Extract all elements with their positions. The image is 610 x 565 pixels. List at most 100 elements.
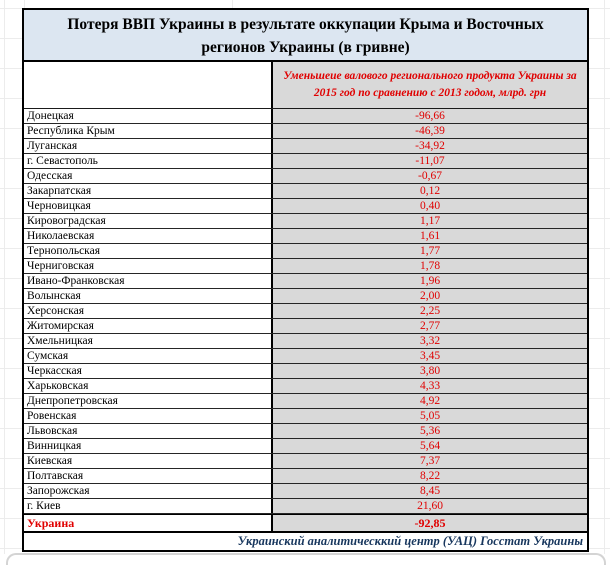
- table-title[interactable]: Потеря ВВП Украины в результате оккупаци…: [24, 10, 587, 62]
- value-cell[interactable]: 5,36: [273, 424, 587, 438]
- region-cell[interactable]: Донецкая: [24, 109, 273, 123]
- table-title-line1: Потеря ВВП Украины в результате оккупаци…: [67, 16, 544, 33]
- region-cell[interactable]: Запорожская: [24, 484, 273, 498]
- value-cell[interactable]: 0,12: [273, 184, 587, 198]
- value-column-header-cell[interactable]: Уменьшеие валового регионального продукт…: [273, 62, 587, 108]
- table-row: Житомирская 2,77: [24, 319, 587, 334]
- value-cell[interactable]: 4,92: [273, 394, 587, 408]
- table-row: Николаевская 1,61: [24, 229, 587, 244]
- gdp-loss-table: Потеря ВВП Украины в результате оккупаци…: [22, 8, 589, 552]
- region-cell[interactable]: Львовская: [24, 424, 273, 438]
- region-column-header-cell[interactable]: [24, 62, 273, 108]
- value-cell[interactable]: 1,17: [273, 214, 587, 228]
- table-row: Ровенская 5,05: [24, 409, 587, 424]
- table-row: Днепропетровская 4,92: [24, 394, 587, 409]
- region-cell[interactable]: Республика Крым: [24, 124, 273, 138]
- region-cell[interactable]: Луганская: [24, 139, 273, 153]
- region-cell[interactable]: Закарпатская: [24, 184, 273, 198]
- table-row: Республика Крым -46,39: [24, 124, 587, 139]
- region-cell[interactable]: Сумская: [24, 349, 273, 363]
- value-cell[interactable]: 4,33: [273, 379, 587, 393]
- value-cell[interactable]: 8,45: [273, 484, 587, 498]
- value-cell[interactable]: -34,92: [273, 139, 587, 153]
- total-value-cell[interactable]: -92,85: [273, 515, 587, 531]
- value-cell[interactable]: 1,77: [273, 244, 587, 258]
- region-cell[interactable]: Черкасская: [24, 364, 273, 378]
- region-cell[interactable]: Киевская: [24, 454, 273, 468]
- table-row: Полтавская 8,22: [24, 469, 587, 484]
- table-body: Донецкая -96,66 Республика Крым -46,39 Луган…: [24, 109, 587, 514]
- region-cell[interactable]: Харьковская: [24, 379, 273, 393]
- region-cell[interactable]: Одесская: [24, 169, 273, 183]
- sheet-column-gridline-top-a: [24, 0, 25, 8]
- region-cell[interactable]: Днепропетровская: [24, 394, 273, 408]
- sheet-column-gridline-left: [4, 0, 5, 554]
- table-row: Винницкая 5,64: [24, 439, 587, 454]
- table-row: Запорожская 8,45: [24, 484, 587, 499]
- value-cell[interactable]: 2,25: [273, 304, 587, 318]
- region-cell[interactable]: Ивано-Франковская: [24, 274, 273, 288]
- value-cell[interactable]: 3,45: [273, 349, 587, 363]
- value-cell[interactable]: -96,66: [273, 109, 587, 123]
- region-cell[interactable]: Кировоградская: [24, 214, 273, 228]
- region-cell[interactable]: Хмельницкая: [24, 334, 273, 348]
- value-cell[interactable]: 2,00: [273, 289, 587, 303]
- table-row: Хмельницкая 3,32: [24, 334, 587, 349]
- value-cell[interactable]: 0,40: [273, 199, 587, 213]
- region-cell[interactable]: Николаевская: [24, 229, 273, 243]
- region-cell[interactable]: Винницкая: [24, 439, 273, 453]
- value-cell[interactable]: 21,60: [273, 499, 587, 513]
- table-title-line2: регионов Украины (в гривне): [201, 39, 410, 56]
- value-cell[interactable]: 1,96: [273, 274, 587, 288]
- table-row: Ивано-Франковская 1,96: [24, 274, 587, 289]
- table-row: Волынская 2,00: [24, 289, 587, 304]
- table-row: Харьковская 4,33: [24, 379, 587, 394]
- value-header-line2: 2015 год по сравнению с 2013 годом, млрд…: [313, 87, 547, 99]
- value-cell[interactable]: -46,39: [273, 124, 587, 138]
- table-row: Черниговская 1,78: [24, 259, 587, 274]
- table-row: Черновицкая 0,40: [24, 199, 587, 214]
- table-row: Львовская 5,36: [24, 424, 587, 439]
- region-cell[interactable]: Житомирская: [24, 319, 273, 333]
- value-cell[interactable]: 5,05: [273, 409, 587, 423]
- region-cell[interactable]: г. Севастополь: [24, 154, 273, 168]
- value-cell[interactable]: 2,77: [273, 319, 587, 333]
- region-cell[interactable]: Херсонская: [24, 304, 273, 318]
- below-element-rounded-edge: [6, 553, 606, 565]
- value-cell[interactable]: 1,61: [273, 229, 587, 243]
- region-cell[interactable]: г. Киев: [24, 499, 273, 513]
- value-cell[interactable]: 8,22: [273, 469, 587, 483]
- table-row: Херсонская 2,25: [24, 304, 587, 319]
- table-row: Сумская 3,45: [24, 349, 587, 364]
- value-cell[interactable]: 3,32: [273, 334, 587, 348]
- sheet-column-gridline-right: [604, 0, 605, 554]
- sheet-column-gridline-top-b: [232, 0, 233, 8]
- value-cell[interactable]: 5,64: [273, 439, 587, 453]
- region-cell[interactable]: Ровенская: [24, 409, 273, 423]
- region-cell[interactable]: Черниговская: [24, 259, 273, 273]
- region-cell[interactable]: Черновицкая: [24, 199, 273, 213]
- value-cell[interactable]: 7,37: [273, 454, 587, 468]
- value-cell[interactable]: -0,67: [273, 169, 587, 183]
- table-row: Донецкая -96,66: [24, 109, 587, 124]
- total-row: Украина -92,85: [24, 514, 587, 533]
- value-cell[interactable]: 3,80: [273, 364, 587, 378]
- source-footer[interactable]: Украинский аналитическкий центр (УАЦ) Го…: [24, 533, 587, 550]
- column-header-row: Уменьшеие валового регионального продукт…: [24, 62, 587, 109]
- total-region-cell[interactable]: Украина: [24, 515, 273, 531]
- region-cell[interactable]: Полтавская: [24, 469, 273, 483]
- table-row: г. Севастополь -11,07: [24, 154, 587, 169]
- table-row: Киевская 7,37: [24, 454, 587, 469]
- value-cell[interactable]: -11,07: [273, 154, 587, 168]
- value-cell[interactable]: 1,78: [273, 259, 587, 273]
- table-row: Луганская -34,92: [24, 139, 587, 154]
- value-header-line1: Уменьшеие валового регионального продукт…: [283, 70, 577, 82]
- table-row: Одесская -0,67: [24, 169, 587, 184]
- table-row: Черкасская 3,80: [24, 364, 587, 379]
- table-row: г. Киев 21,60: [24, 499, 587, 514]
- table-row: Тернопольская 1,77: [24, 244, 587, 259]
- region-cell[interactable]: Тернопольская: [24, 244, 273, 258]
- region-cell[interactable]: Волынская: [24, 289, 273, 303]
- table-row: Кировоградская 1,17: [24, 214, 587, 229]
